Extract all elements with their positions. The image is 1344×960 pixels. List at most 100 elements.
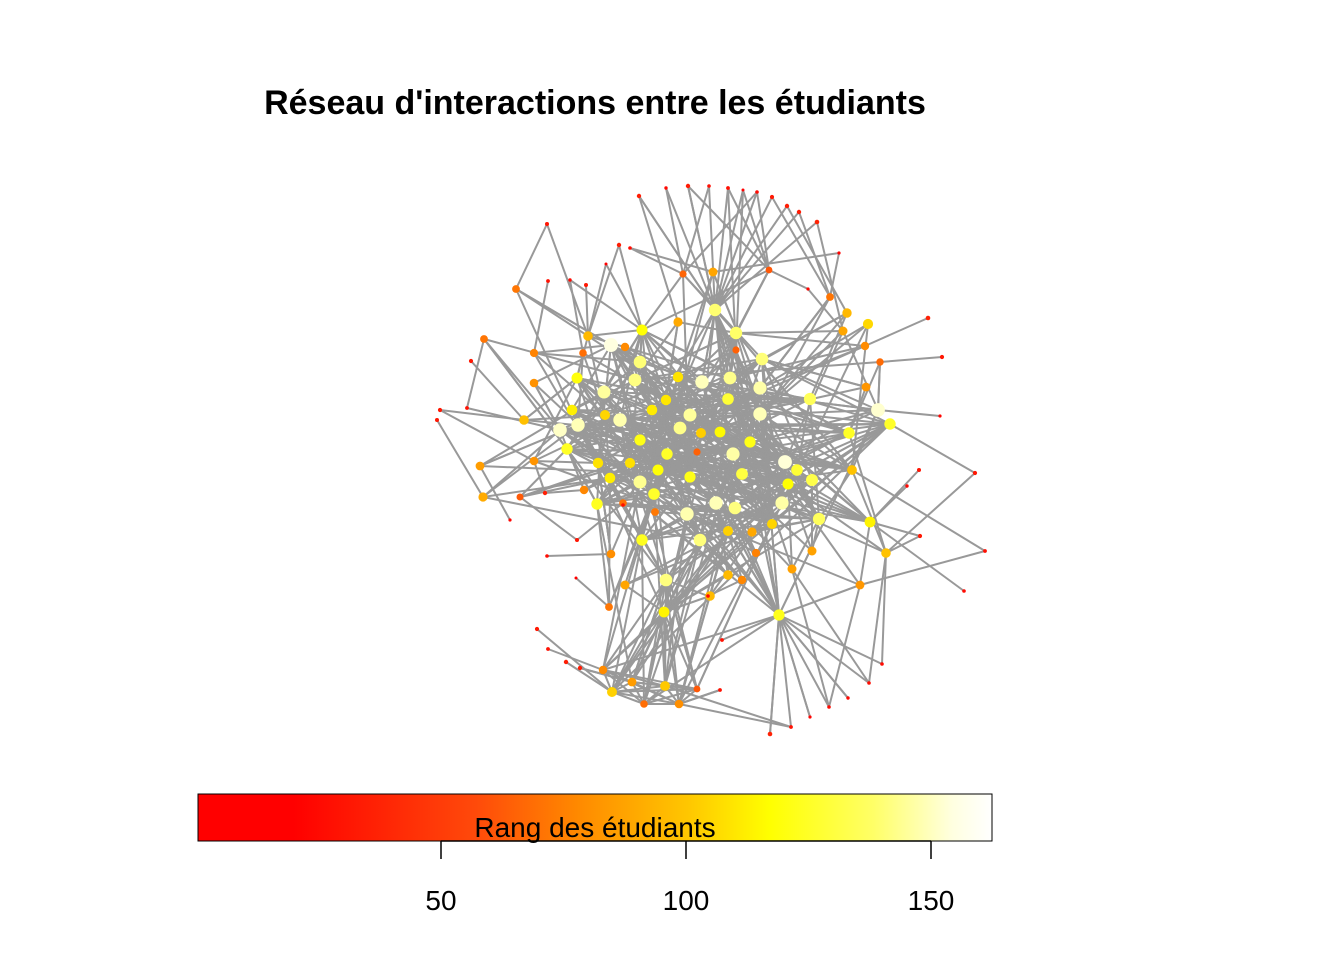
network-edge [619,419,853,471]
network-node [661,448,673,460]
network-node [782,478,794,490]
network-node [620,580,630,590]
network-edge [533,377,578,462]
network-edge [759,312,848,415]
network-node [591,498,603,510]
network-node [613,413,627,427]
network-node [778,455,792,469]
network-edge [582,352,606,416]
network-node [709,496,723,510]
network-edge [618,244,643,331]
network-edge [663,611,666,687]
colorbar-tick-label: 100 [663,885,710,916]
network-node [529,378,539,388]
network-edge [859,521,871,586]
network-edge [536,628,613,693]
network-edge [664,513,688,687]
network-edge [544,489,585,494]
network-node [684,471,696,483]
network-node [718,688,722,692]
network-node [708,303,722,317]
network-node [652,464,664,476]
colorbar-tick-label: 50 [425,885,456,916]
network-node [597,385,611,399]
network-edge [729,345,866,379]
network-edge [829,252,840,298]
network-node [729,326,743,340]
network-edge [842,330,879,411]
network-edge [889,423,976,474]
network-edge [714,189,744,311]
network-edge [677,321,737,334]
network-edge [869,485,908,523]
network-node [769,194,775,200]
network-node [575,538,579,542]
network-node [962,589,966,593]
network-node [838,326,848,336]
network-edge [735,332,866,347]
network-edge [482,496,701,541]
network-edge [641,329,871,523]
network-node [584,283,588,287]
network-edge [631,611,665,683]
network-edge [577,352,584,426]
network-edge [664,539,701,687]
network-edge [634,321,679,381]
network-node [633,355,647,369]
network-node [512,285,520,293]
network-node [605,603,613,611]
network-edge [515,223,548,290]
network-node [680,507,694,521]
network-edge [761,358,867,388]
network-node [861,382,871,392]
network-node [905,484,909,488]
network-edge [727,530,743,581]
network-node [732,346,740,354]
network-edge [734,507,793,570]
network-node [636,324,648,336]
network-node [563,659,569,665]
network-node [627,677,637,687]
network-edge [735,189,744,351]
network-edge [714,187,729,311]
network-node [784,203,790,209]
network-node [620,342,630,352]
network-edge [769,614,780,735]
network-node [720,638,724,642]
network-node [826,293,834,301]
network-edge [665,187,716,311]
network-edge [729,312,848,379]
network-node [814,219,820,225]
network-node [803,392,817,406]
network-edge [851,469,887,554]
network-node [876,358,884,366]
network-node [478,492,488,502]
network-edge [546,223,589,337]
network-edge [687,185,770,271]
network-node [787,564,797,574]
network-node [693,685,701,693]
network-node [606,549,616,559]
network-edge [519,496,578,541]
network-node [673,317,683,327]
network-edge [877,409,941,417]
network-node [862,318,874,330]
network-edge [791,568,870,684]
network-edge [569,279,643,331]
network-node [534,626,540,632]
network-node [628,246,632,250]
network-nodes [435,183,987,737]
network-edge [546,553,612,557]
network-node [806,474,818,486]
network-edge [687,185,716,311]
network-edge [665,399,702,434]
network-edge [663,595,711,613]
network-edge [565,661,613,693]
network-edge [721,614,780,641]
network-node [685,183,691,189]
network-edge [533,280,549,354]
network-node [847,465,857,475]
network-edge [727,398,850,434]
network-edge [877,361,881,411]
network-edge [665,579,680,705]
